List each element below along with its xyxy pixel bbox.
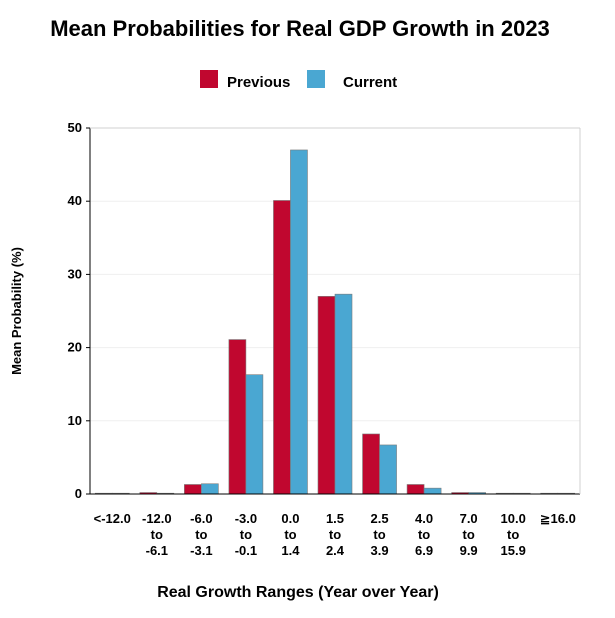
x-category-label: -12.0 to -6.1 bbox=[142, 511, 172, 558]
bar-previous-4 bbox=[273, 200, 291, 495]
bar-current-2 bbox=[201, 483, 219, 495]
x-axis-title: Real Growth Ranges (Year over Year) bbox=[157, 584, 439, 601]
x-category-label: 4.0 to 6.9 bbox=[415, 511, 433, 558]
x-category-label: 10.0 to 15.9 bbox=[501, 511, 526, 558]
chart-title: Mean Probabilities for Real GDP Growth i… bbox=[50, 16, 550, 41]
x-category-label: ≧16.0 bbox=[540, 511, 576, 526]
axes bbox=[89, 127, 581, 495]
legend-label-current: Current bbox=[343, 74, 397, 91]
bar-current-3 bbox=[245, 374, 264, 495]
y-tick-label: 30 bbox=[68, 266, 82, 281]
legend: Previous Current bbox=[200, 70, 397, 91]
y-tick-label: 0 bbox=[75, 486, 82, 501]
legend-swatch-current bbox=[307, 70, 325, 88]
x-category-label: 2.5 to 3.9 bbox=[371, 511, 389, 558]
y-tick-label: 50 bbox=[68, 120, 82, 135]
legend-label-previous: Previous bbox=[227, 74, 290, 91]
bar-current-4 bbox=[290, 149, 308, 495]
bar-current-6 bbox=[379, 444, 397, 495]
bar-previous-3 bbox=[228, 339, 247, 495]
x-category-label: -3.0 to -0.1 bbox=[235, 511, 257, 558]
x-category-label: 1.5 to 2.4 bbox=[326, 511, 345, 558]
y-tick-label: 40 bbox=[68, 193, 82, 208]
bar-previous-7 bbox=[406, 484, 425, 495]
x-category-label: <-12.0 bbox=[94, 511, 131, 526]
y-tick-label: 10 bbox=[68, 413, 82, 428]
y-axis-title: Mean Probability (%) bbox=[9, 247, 24, 375]
y-tick-label: 20 bbox=[68, 340, 82, 355]
bar-previous-2 bbox=[184, 484, 202, 495]
y-tick-labels: 0 10 20 30 40 50 bbox=[68, 120, 90, 501]
bar-previous-5 bbox=[317, 296, 336, 495]
legend-swatch-previous bbox=[200, 70, 218, 88]
x-category-label: -6.0 to -3.1 bbox=[190, 511, 212, 558]
x-category-labels: <-12.0 -12.0 to -6.1 -6.0 to -3.1 -3.0 to -0.1 0.0… bbox=[94, 511, 576, 558]
bar-current-5 bbox=[334, 293, 353, 495]
x-category-label: 0.0 to 1.4 bbox=[281, 511, 300, 558]
bars bbox=[94, 149, 576, 495]
bar-previous-6 bbox=[362, 433, 380, 495]
bar-current-7 bbox=[423, 487, 442, 495]
x-category-label: 7.0 to 9.9 bbox=[460, 511, 478, 558]
